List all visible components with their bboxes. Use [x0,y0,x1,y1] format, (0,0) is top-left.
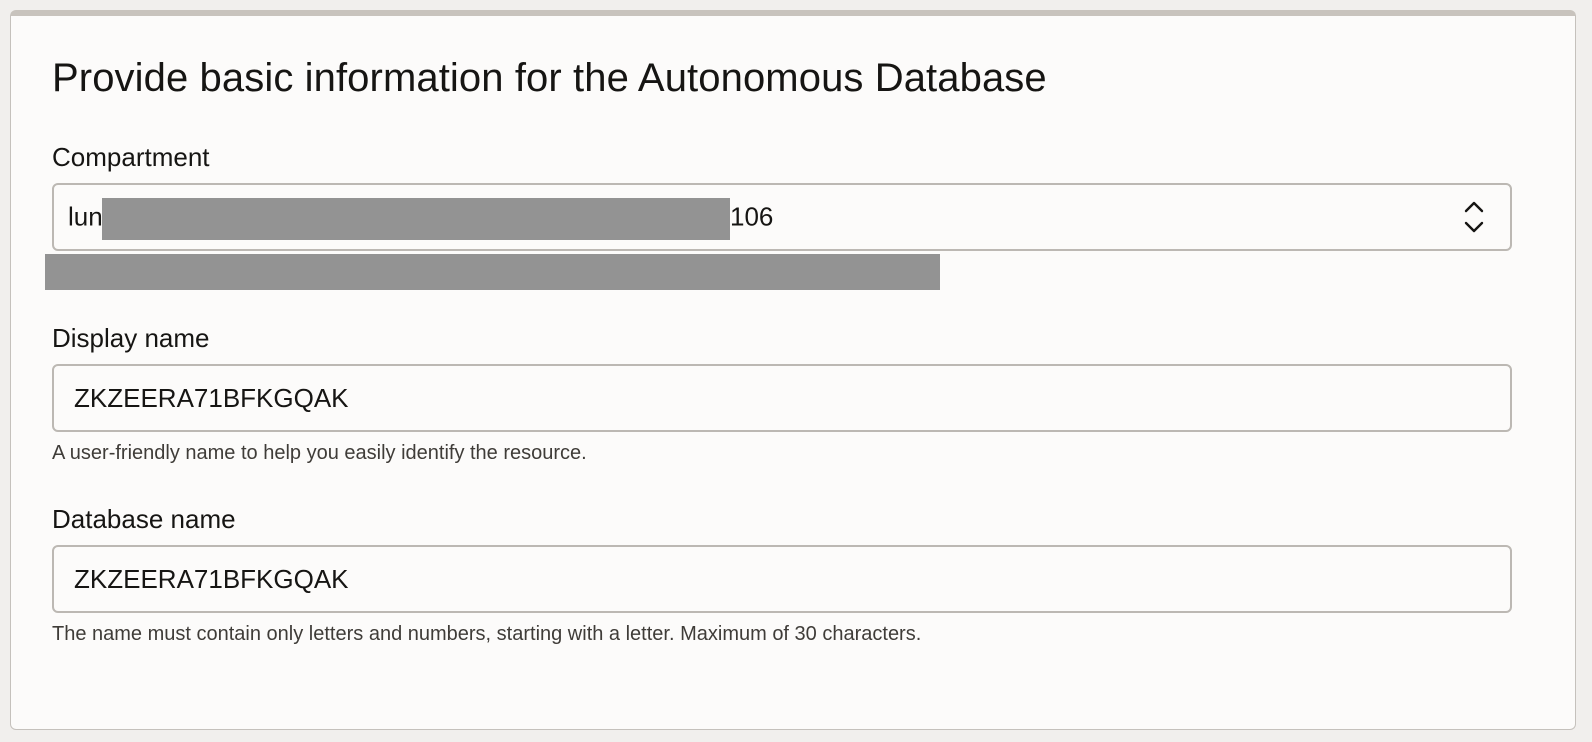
redacted-compartment-path [45,254,940,290]
redacted-compartment-name [102,198,730,240]
database-name-help: The name must contain only letters and n… [52,623,922,645]
basic-info-panel: Provide basic information for the Autono… [10,10,1576,730]
compartment-label: Compartment [52,142,210,172]
page-title: Provide basic information for the Autono… [52,56,1047,100]
compartment-select[interactable]: lun 106 [52,183,1512,251]
compartment-value-suffix: 106 [730,201,774,232]
database-name-label: Database name [52,504,236,534]
display-name-help: A user-friendly name to help you easily … [52,442,587,464]
display-name-input[interactable]: ZKZEERA71BFKGQAK [52,364,1512,432]
database-name-input[interactable]: ZKZEERA71BFKGQAK [52,545,1512,613]
display-name-label: Display name [52,323,210,353]
up-down-chevron-icon[interactable] [1462,199,1486,235]
compartment-value-prefix: lun [68,201,103,232]
